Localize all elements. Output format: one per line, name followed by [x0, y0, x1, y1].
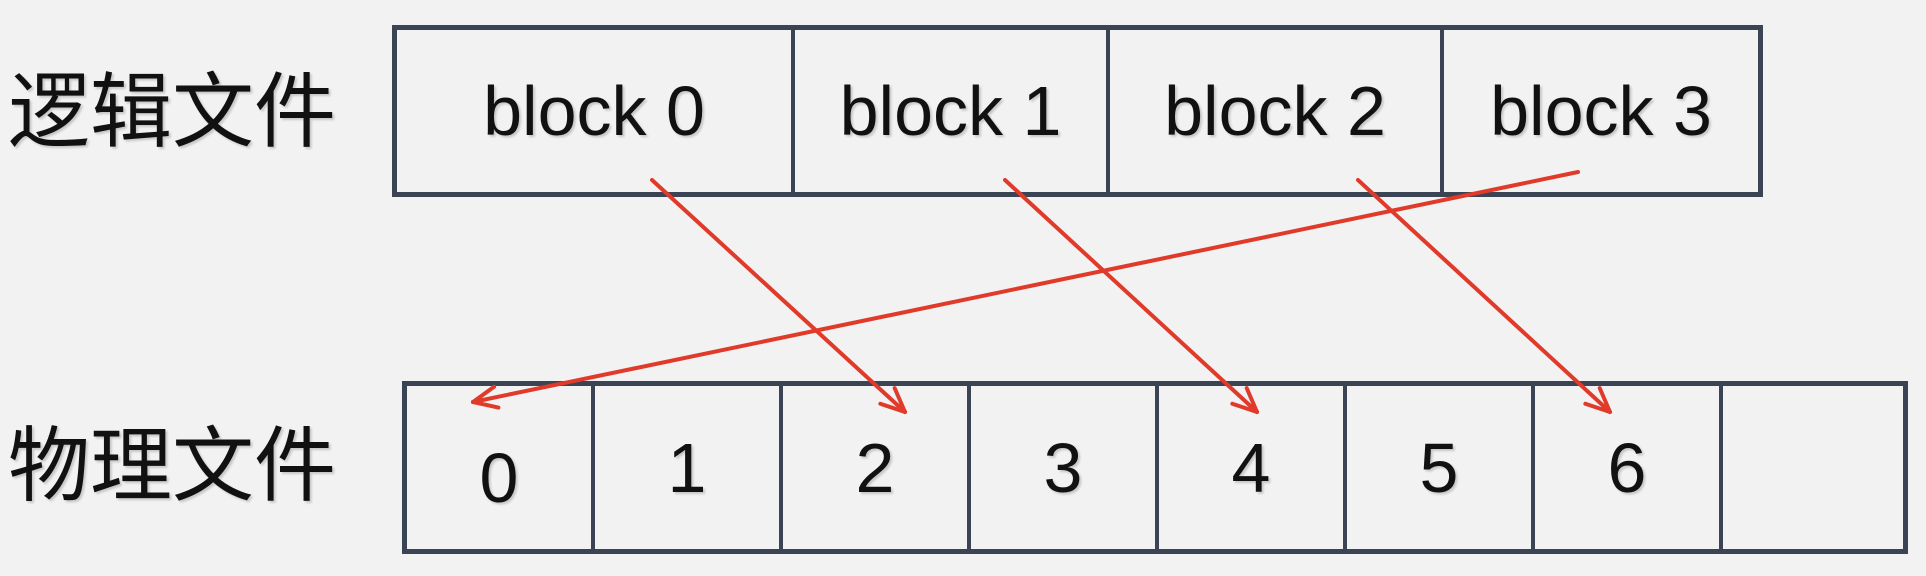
- logical-block-3: block 3: [1490, 72, 1712, 150]
- physical-block-7: [1723, 386, 1903, 549]
- mapping-arrow-block-2-to-6: [1356, 178, 1612, 414]
- physical-block-6: 6: [1535, 386, 1723, 549]
- physical-block-4: 4: [1159, 386, 1347, 549]
- physical-block-5: 5: [1347, 386, 1535, 549]
- physical-file-strip: 0 1 2 3 4 5 6: [402, 381, 1908, 554]
- logical-file-strip: block 0 block 1 block 2 block 3: [392, 25, 1763, 197]
- physical-block-0: 0: [407, 386, 595, 549]
- mapping-arrow-block-3-to-0: [471, 170, 1580, 410]
- logical-block-2: block 2: [1110, 30, 1444, 192]
- mapping-arrow-line: [471, 170, 1580, 404]
- mapping-arrow-line: [1003, 178, 1259, 414]
- mapping-arrow-block-1-to-4: [1003, 178, 1259, 414]
- physical-block-1: 1: [595, 386, 783, 549]
- physical-block-3: 3: [971, 386, 1159, 549]
- logical-file-label: 逻辑文件: [8, 65, 337, 160]
- mapping-arrow-line: [1356, 178, 1612, 414]
- physical-file-label: 物理文件: [8, 419, 337, 514]
- logical-block-1: block 1: [795, 30, 1110, 192]
- mapping-arrow-line: [650, 178, 907, 414]
- logical-block-0: block 0: [397, 30, 795, 192]
- physical-block-2: 2: [783, 386, 971, 549]
- mapping-arrow-block-0-to-2: [650, 178, 907, 414]
